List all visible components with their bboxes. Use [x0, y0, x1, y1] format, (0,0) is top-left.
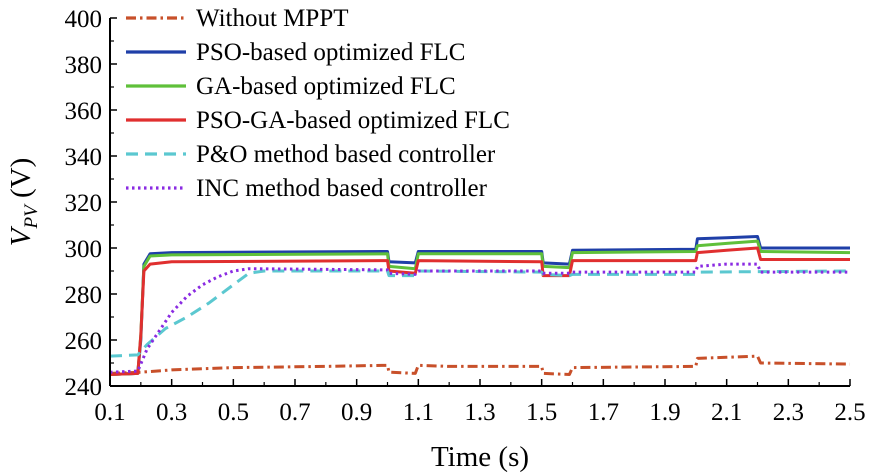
x-tick-label: 2.3: [773, 399, 804, 426]
series-line-2: [109, 235, 850, 376]
x-tick-label: 1.1: [403, 399, 434, 426]
y-axis-title-subscript: PV: [21, 203, 42, 230]
series-line-5: [109, 269, 851, 358]
x-tick-label: 1.7: [588, 399, 619, 426]
y-tick-label: 380: [65, 52, 103, 79]
legend-label-3: GA-based optimized FLC: [196, 73, 456, 100]
x-tick-label: 2.1: [711, 399, 742, 426]
y-tick-label: 340: [65, 144, 103, 171]
y-axis-title: VPV (V): [5, 158, 42, 246]
legend-label-6: INC method based controller: [196, 175, 488, 202]
x-tick-label: 1.3: [464, 399, 495, 426]
series-line-1: [109, 354, 851, 376]
y-tick-label: 280: [65, 282, 103, 309]
axis-labels: Time (s) VPV (V): [5, 158, 529, 473]
plot-lines: [109, 235, 851, 376]
axes: 0.1 0.3 0.5 0.7 0.9 1.1 1.3 1.5 1.7 1.9 2.1 2.3 2.5 2…: [65, 6, 866, 426]
y-tick-label: 320: [65, 190, 103, 217]
x-tick-label: 0.3: [156, 399, 187, 426]
series-line-4: [109, 246, 850, 376]
x-tick-label: 1.9: [649, 399, 680, 426]
y-tick-label: 240: [65, 374, 103, 401]
y-tick-label: 400: [65, 6, 103, 33]
y-tick-label: 260: [65, 328, 103, 355]
x-tick-label: 0.1: [94, 399, 125, 426]
legend-label-4: PSO-GA-based optimized FLC: [196, 107, 510, 134]
series-line-3: [109, 239, 851, 376]
x-tick-label: 2.5: [834, 399, 865, 426]
y-tick-label: 360: [65, 98, 103, 125]
x-tick-label: 0.9: [341, 399, 372, 426]
y-tick-label: 300: [65, 236, 103, 263]
y-axis-title-unit: (V): [5, 158, 37, 206]
legend-label-2: PSO-based optimized FLC: [196, 39, 465, 66]
legend: Without MPPT PSO-based optimized FLC GA-ba…: [126, 5, 510, 202]
x-axis-title: Time (s): [431, 441, 529, 473]
x-tick-label: 0.7: [279, 399, 310, 426]
y-axis-title-main: V: [5, 225, 37, 246]
x-tick-label: 1.5: [526, 399, 557, 426]
x-tick-label: 0.5: [218, 399, 249, 426]
series-line-6: [109, 262, 850, 374]
legend-label-1: Without MPPT: [196, 5, 349, 32]
legend-label-5: P&O method based controller: [196, 141, 496, 168]
